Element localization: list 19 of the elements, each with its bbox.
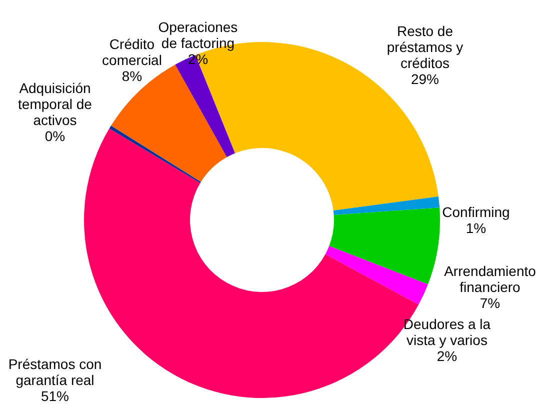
donut-slice <box>109 126 201 184</box>
slice-label: Confirming <box>442 204 510 220</box>
slice-label: Arrendamiento financiero <box>444 262 536 295</box>
slice-label: Deudores a la vista y varios <box>403 316 491 348</box>
donut-slice <box>329 208 440 284</box>
data-label: 0% <box>44 128 66 144</box>
slice-label: Préstamos con garantía real <box>8 356 102 388</box>
data-label: 51% <box>40 388 70 404</box>
donut-slice <box>333 196 440 215</box>
slice-label: Resto de préstamos y créditos <box>386 22 464 71</box>
data-label: 2% <box>436 348 458 364</box>
data-label: 7% <box>480 294 500 311</box>
slice-label: Adquisición temporal de activos <box>18 80 92 128</box>
donut-slice <box>175 54 236 158</box>
donut-slice <box>111 64 227 182</box>
data-label: 1% <box>466 220 486 236</box>
donut-slice <box>325 246 428 305</box>
data-label: 8% <box>122 68 142 84</box>
data-label: 29% <box>410 70 440 87</box>
